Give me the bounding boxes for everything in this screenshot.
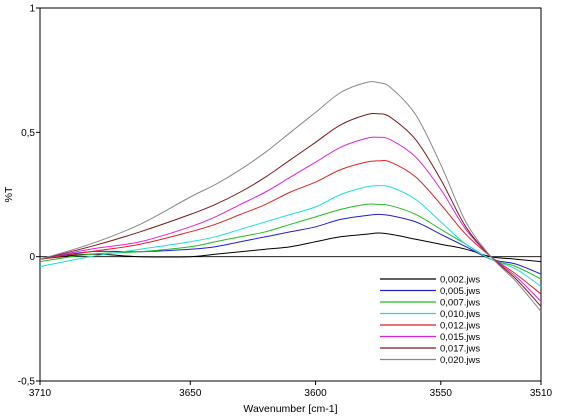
x-tick-label: 3650 [179,388,202,399]
legend-label: 0,020.jws [440,355,480,366]
series-line-0 [39,232,542,263]
y-axis-label: %T [3,186,15,202]
plot-frame [39,7,542,382]
legend-label: 0,015.jws [440,332,480,343]
series-line-3 [39,185,542,287]
y-tick-label: 1 [29,4,35,15]
y-tick-label: 0 [29,252,35,263]
legend-label: 0,012.jws [440,321,480,332]
legend-label: 0,005.jws [440,286,480,297]
y-tick-label: -0,5 [18,377,36,388]
x-tick-label: 3600 [304,388,327,399]
series-line-2 [39,203,542,280]
legend-label: 0,010.jws [440,309,480,320]
y-axis-ticks: -0,5 0 0,5 1 [18,4,40,388]
legend-label: 0,002.jws [440,275,480,286]
y-tick-label: 0,5 [21,128,35,139]
legend-label: 0,007.jws [440,298,480,309]
legend-label: 0,017.jws [440,344,480,355]
series-line-6 [39,112,542,307]
series-layer [39,81,542,312]
x-tick-label: 3510 [530,388,553,399]
legend: 0,002.jws0,005.jws0,007.jws0,010.jws0,01… [380,275,480,366]
x-tick-label: 3550 [430,388,453,399]
series-line-1 [39,213,542,275]
series-line-4 [39,160,542,295]
series-line-7 [39,81,542,312]
series-line-5 [39,136,542,302]
x-axis-ticks: 3710 3650 3600 3550 3510 [29,381,553,399]
x-axis-label: Wavenumber [cm-1] [243,403,337,415]
x-tick-label: 3710 [29,388,52,399]
